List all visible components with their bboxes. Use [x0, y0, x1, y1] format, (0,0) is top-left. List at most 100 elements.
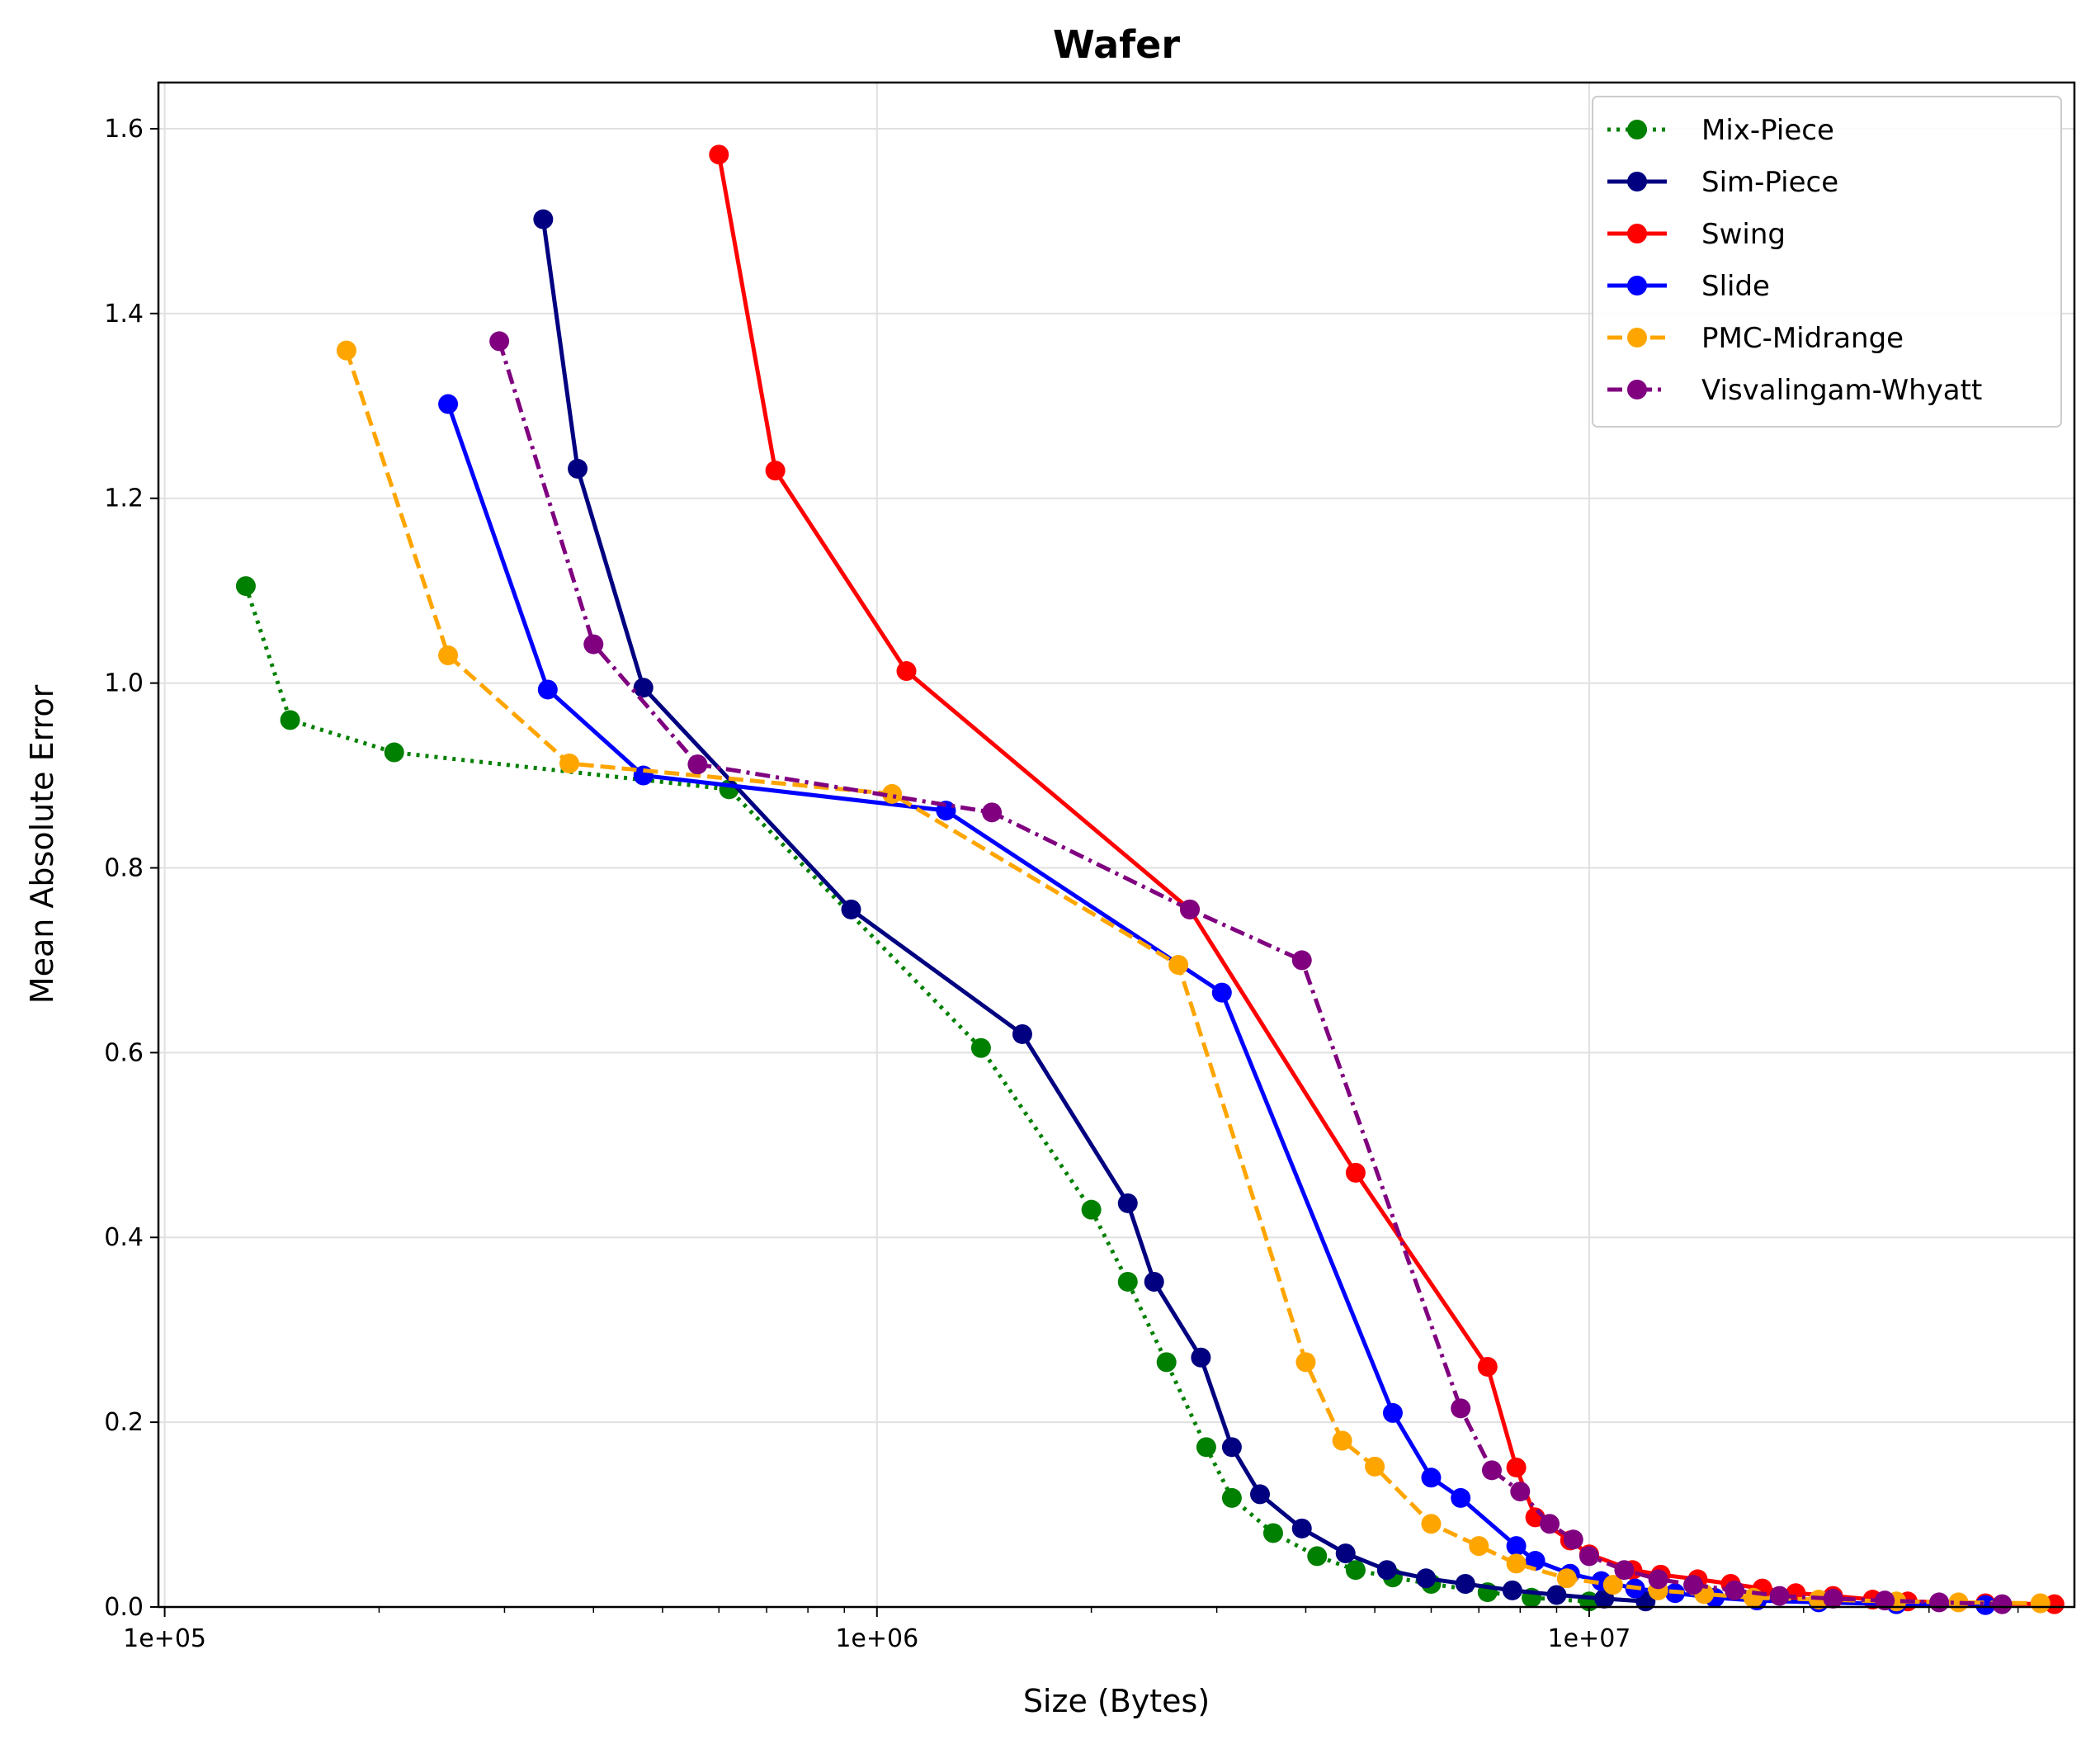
y-tick-label: 1.0	[104, 669, 144, 698]
data-point	[1117, 1271, 1138, 1292]
data-point	[583, 634, 604, 655]
data-point	[1250, 1484, 1271, 1505]
data-point	[1546, 1585, 1567, 1605]
legend-marker	[1627, 172, 1647, 191]
data-point	[1929, 1592, 1950, 1613]
data-point	[709, 144, 729, 165]
data-point	[841, 899, 861, 919]
data-point	[765, 461, 786, 481]
data-point	[1156, 1352, 1177, 1373]
data-point	[1769, 1586, 1790, 1606]
legend: Mix-Piece Sim-Piece Swing Slide PMC-Midrange…	[1592, 96, 2062, 428]
legend-label: PMC-Midrange	[1701, 322, 1904, 355]
data-point	[1725, 1580, 1745, 1600]
data-point	[280, 710, 300, 730]
data-point	[1506, 1553, 1527, 1574]
data-point	[1382, 1402, 1403, 1423]
y-axis-title: Mean Absolute Error	[24, 684, 60, 1004]
data-point	[559, 753, 580, 773]
data-point	[1211, 982, 1232, 1003]
data-point	[1648, 1569, 1668, 1590]
data-point	[982, 802, 1003, 823]
data-point	[1502, 1580, 1522, 1600]
series-visvalingam-whyatt	[489, 331, 2013, 1614]
legend-marker	[1627, 380, 1647, 399]
plot-frame	[157, 81, 2076, 1609]
data-point	[1291, 950, 1312, 971]
legend-label: Sim-Piece	[1701, 166, 1838, 199]
data-point	[1081, 1199, 1102, 1220]
series-line	[243, 585, 1590, 1604]
data-point	[1481, 1460, 1502, 1481]
x-axis-title: Size (Bytes)	[1023, 1683, 1210, 1719]
data-point	[1506, 1536, 1527, 1557]
data-point	[1144, 1271, 1164, 1292]
data-point	[1221, 1487, 1242, 1508]
data-point	[1421, 1514, 1442, 1534]
data-point	[1602, 1575, 1623, 1595]
grid	[158, 83, 2074, 1608]
data-point	[1416, 1568, 1437, 1589]
data-point	[1179, 899, 1200, 919]
y-tick-label: 0.0	[104, 1593, 144, 1622]
data-point	[633, 678, 654, 698]
data-point	[1510, 1482, 1531, 1502]
data-point	[1556, 1568, 1577, 1589]
data-point	[1992, 1594, 2013, 1614]
data-point	[1191, 1347, 1211, 1368]
data-point	[1477, 1356, 1498, 1377]
chart-title: Wafer	[1053, 22, 1180, 67]
legend-label: Mix-Piece	[1701, 114, 1834, 147]
data-point	[336, 340, 356, 361]
data-point	[1012, 1023, 1032, 1044]
data-point	[1376, 1560, 1397, 1581]
data-point	[1345, 1162, 1366, 1183]
legend-marker	[1627, 120, 1647, 139]
data-point	[896, 661, 917, 682]
data-point	[384, 742, 404, 763]
data-point	[1291, 1518, 1312, 1538]
data-point	[1345, 1560, 1366, 1581]
x-tick-label: 1e+07	[1548, 1624, 1631, 1653]
data-point	[568, 458, 588, 479]
x-tick-label: 1e+05	[123, 1624, 206, 1653]
data-point	[1168, 955, 1189, 976]
data-point	[2044, 1594, 2065, 1614]
data-point	[1579, 1546, 1599, 1567]
x-tick-label: 1e+06	[835, 1624, 918, 1653]
data-point	[438, 645, 459, 666]
data-point	[1196, 1437, 1216, 1458]
data-point	[1451, 1487, 1471, 1508]
data-point	[1683, 1575, 1704, 1595]
data-point	[1975, 1595, 1996, 1615]
data-point	[1875, 1590, 1895, 1611]
data-point	[1540, 1514, 1560, 1534]
data-point	[533, 209, 554, 229]
data-point	[1332, 1430, 1352, 1451]
data-point	[1455, 1574, 1475, 1595]
data-point	[1421, 1468, 1442, 1488]
y-tick-label: 1.4	[104, 300, 144, 328]
legend-label: Slide	[1701, 270, 1770, 303]
legend-label: Swing	[1701, 218, 1786, 251]
data-point	[1221, 1437, 1242, 1458]
legend-marker	[1627, 328, 1647, 347]
legend-marker	[1627, 276, 1647, 295]
series-line	[344, 349, 2041, 1605]
data-point	[1307, 1546, 1328, 1567]
data-point	[235, 576, 256, 597]
data-point	[1506, 1457, 1527, 1477]
data-point	[489, 331, 510, 352]
series-layer	[235, 144, 2065, 1615]
data-point	[970, 1037, 991, 1058]
data-point	[1563, 1529, 1583, 1550]
y-tick-label: 1.2	[104, 484, 144, 513]
data-point	[1335, 1543, 1356, 1564]
data-point	[537, 679, 558, 700]
y-tick-label: 0.8	[104, 853, 144, 882]
axis-ticks: 0.0 0.2 0.4 0.6 0.8 1.0 1.2 1.4 1.6 1e+05 1e+06 1e+…	[104, 115, 2019, 1653]
legend-label: Visvalingam-Whyatt	[1701, 374, 1982, 407]
data-point	[1117, 1193, 1138, 1213]
y-tick-label: 0.6	[104, 1038, 144, 1067]
